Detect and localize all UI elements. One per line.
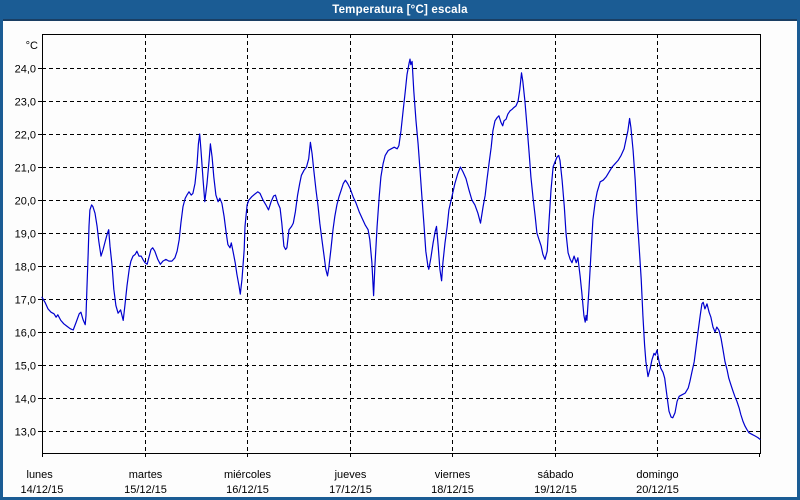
titlebar-divider (0, 19, 800, 21)
x-day-label: miércoles (224, 469, 272, 481)
x-day-label: domingo (636, 469, 678, 481)
x-day-label: jueves (334, 469, 367, 481)
plot-border (42, 34, 761, 454)
y-tick-label: 13,0 (15, 427, 36, 439)
y-tick-label: 20,0 (15, 196, 36, 208)
window-frame-left (0, 19, 3, 500)
x-date-label: 20/12/15 (636, 484, 679, 496)
x-day-label: sábado (537, 469, 573, 481)
y-tick-label: 18,0 (15, 262, 36, 274)
x-date-label: 15/12/15 (124, 484, 167, 496)
y-tick-label: 22,0 (15, 130, 36, 142)
y-unit-label: °C (26, 40, 38, 52)
x-day-label: viernes (435, 469, 471, 481)
y-tick-label: 16,0 (15, 328, 36, 340)
window-frame-right (797, 19, 800, 500)
y-tick-label: 21,0 (15, 163, 36, 175)
x-day-label: martes (129, 469, 163, 481)
x-day-label: lunes (27, 469, 54, 481)
y-tick-label: 14,0 (15, 394, 36, 406)
y-tick-label: 19,0 (15, 229, 36, 241)
x-date-label: 17/12/15 (329, 484, 372, 496)
temperature-line (41, 58, 761, 440)
window-frame-bottom (0, 497, 800, 500)
y-tick-label: 15,0 (15, 361, 36, 373)
y-tick-label: 23,0 (15, 97, 36, 109)
window-title: Temperatura [°C] escala (332, 3, 468, 16)
x-date-label: 19/12/15 (534, 484, 577, 496)
x-date-label: 14/12/15 (21, 484, 64, 496)
y-tick-label: 17,0 (15, 295, 36, 307)
x-date-label: 18/12/15 (431, 484, 474, 496)
titlebar: Temperatura [°C] escala (0, 0, 800, 19)
y-tick-label: 24,0 (15, 64, 36, 76)
x-date-label: 16/12/15 (226, 484, 269, 496)
